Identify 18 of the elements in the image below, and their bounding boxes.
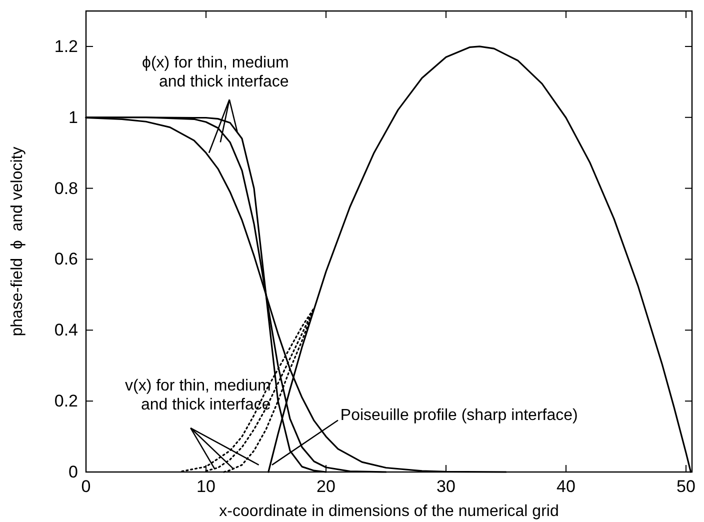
x-tick-label: 40 [556, 477, 576, 496]
annotation: ϕ(x) for thin, medium and thick interface [142, 54, 289, 91]
y-tick-label: 1 [68, 108, 78, 127]
y-tick-label: 1.2 [54, 36, 78, 56]
y-tick-label: 0.6 [54, 250, 78, 269]
y-axis-title: phase-field ϕ and velocity [9, 146, 26, 336]
y-tick-label: 0.2 [54, 392, 78, 411]
annotation: v(x) for thin, medium and thick interface [124, 377, 271, 414]
x-tick-label: 10 [196, 477, 216, 496]
y-tick-label: 0 [68, 462, 78, 482]
x-axis-title: x-coordinate in dimensions of the numerical grid [219, 503, 559, 520]
y-tick-label: 0.4 [54, 320, 78, 340]
x-tick-label: 50 [676, 477, 696, 496]
x-tick-label: 0 [81, 477, 91, 496]
x-tick-label: 20 [316, 477, 336, 496]
x-tick-label: 30 [436, 477, 456, 496]
annotation: Poiseuille profile (sharp interface) [340, 407, 578, 424]
y-tick-label: 0.8 [54, 178, 78, 198]
